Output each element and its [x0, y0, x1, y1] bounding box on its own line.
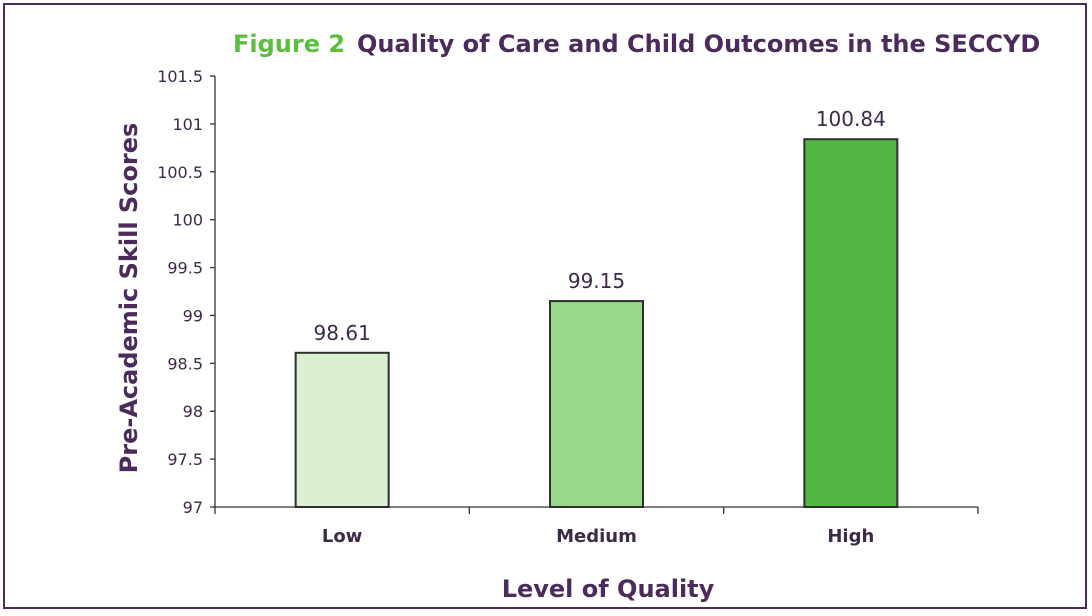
y-tick-label: 97.5 — [167, 450, 203, 469]
bar-medium — [549, 300, 644, 509]
y-tick-label: 98.5 — [167, 354, 203, 373]
y-tick-label: 98 — [183, 402, 203, 421]
y-tick-label: 100 — [172, 211, 203, 230]
y-tick-label: 99 — [183, 306, 203, 325]
chart-title: Quality of Care and Child Outcomes in th… — [357, 30, 1040, 58]
data-label: 98.61 — [314, 321, 371, 345]
bar-high — [803, 138, 899, 508]
x-tick-label: Low — [322, 526, 362, 547]
x-tick-label: High — [827, 526, 874, 547]
y-tick-label: 97 — [183, 498, 203, 517]
figure-label: Figure 2 — [233, 30, 345, 58]
data-label: 99.15 — [568, 269, 625, 293]
y-tick-label: 101.5 — [157, 67, 203, 86]
y-axis-label: Pre-Academic Skill Scores — [115, 123, 143, 474]
y-tick-label: 101 — [172, 115, 203, 134]
plot-area: 97 97.5 98 98.5 99 99.5 100 100.5 101 101.5 98.61 L… — [157, 67, 979, 547]
x-axis-label: Level of Quality — [502, 575, 715, 603]
chart-frame: Figure 2 Quality of Care and Child Outco… — [3, 3, 1087, 609]
y-tick-label: 100.5 — [157, 163, 203, 182]
data-label: 100.84 — [816, 107, 886, 131]
bar-chart: Figure 2 Quality of Care and Child Outco… — [115, 30, 1040, 603]
bar-low — [294, 351, 390, 509]
y-tick-label: 99.5 — [167, 259, 203, 278]
x-tick-label: Medium — [556, 526, 637, 547]
